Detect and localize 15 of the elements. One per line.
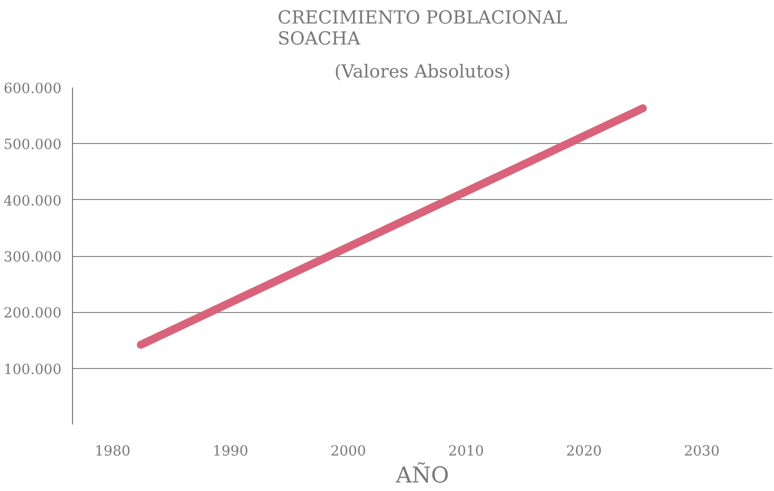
x-tick-label: 2030 (684, 444, 720, 460)
x-axis-title: AÑO (394, 462, 450, 488)
chart-subtitle: (Valores Absolutos) (334, 62, 511, 82)
x-tick-label: 1980 (94, 444, 130, 460)
y-tick-label: 300.000 (4, 250, 62, 266)
x-tick-label: 2010 (448, 444, 484, 460)
x-tick-label: 2020 (566, 444, 602, 460)
y-tick-label: 200.000 (4, 306, 62, 322)
y-tick-label: 400.000 (4, 193, 62, 210)
chart-title: CRECIMIENTO POBLACIONAL SOACHA (278, 8, 568, 50)
y-tick-label: 100.000 (4, 362, 62, 378)
y-tick-label: 500.000 (4, 137, 62, 154)
y-tick-label: 600.000 (4, 81, 62, 97)
x-tick-label: 2000 (330, 444, 366, 460)
x-tick-label: 1990 (212, 444, 248, 460)
